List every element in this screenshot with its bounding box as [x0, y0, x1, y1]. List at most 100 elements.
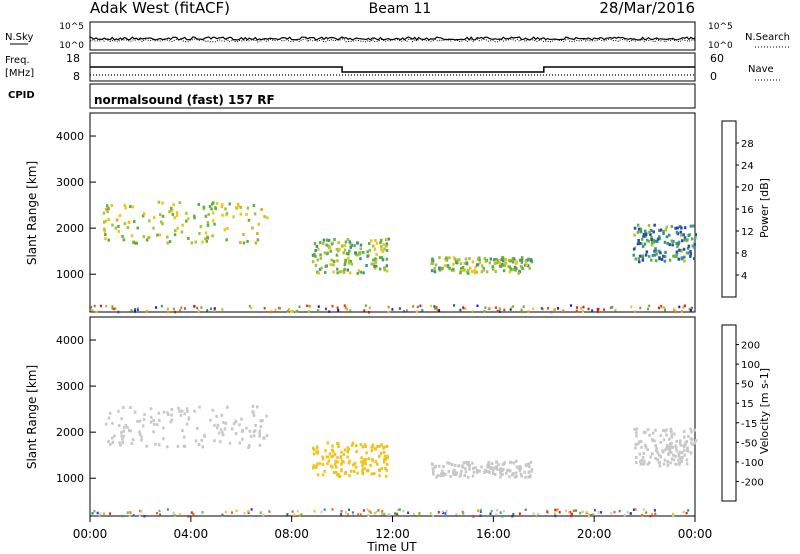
data-cell: [135, 241, 138, 245]
data-cell: [370, 239, 373, 243]
data-cell: [370, 472, 373, 476]
data-cell: [170, 418, 174, 422]
colorbar-tick-label: -15: [741, 419, 757, 430]
data-cell: [346, 450, 349, 454]
data-cell: [677, 240, 681, 244]
ground-scatter-cell: [569, 511, 572, 514]
data-cell: [376, 445, 379, 448]
data-cell: [131, 205, 135, 209]
data-cell: [256, 405, 259, 409]
data-cell: [325, 243, 328, 247]
data-cell: [126, 425, 129, 429]
ground-scatter-cell: [639, 306, 642, 310]
data-cell: [665, 225, 668, 229]
data-cell: [450, 462, 454, 466]
ground-scatter-cell: [132, 514, 135, 517]
data-cell: [467, 268, 470, 272]
data-cell: [327, 459, 331, 463]
data-cell: [683, 453, 686, 457]
ground-scatter-cell: [657, 306, 660, 310]
data-cell: [252, 411, 255, 415]
data-cell: [378, 454, 381, 458]
data-cell: [517, 466, 520, 470]
data-cell: [515, 260, 519, 264]
data-cell: [187, 417, 191, 421]
data-cell: [448, 266, 451, 270]
ground-scatter-cell: [129, 511, 132, 514]
data-cell: [176, 444, 180, 448]
data-cell: [355, 253, 358, 257]
ground-scatter-cell: [336, 306, 339, 309]
data-cell: [473, 271, 477, 275]
data-cell: [384, 467, 387, 470]
data-cell: [639, 440, 643, 443]
ground-scatter-cell: [689, 308, 692, 312]
data-cell: [679, 230, 683, 234]
data-cell: [662, 429, 665, 432]
data-cell: [461, 269, 465, 273]
data-cell: [316, 473, 320, 477]
data-cell: [646, 238, 649, 242]
data-cell: [315, 244, 319, 248]
data-cell: [340, 469, 343, 473]
data-cell: [201, 240, 204, 244]
data-cell: [204, 237, 207, 241]
ground-scatter-cell: [651, 513, 654, 516]
data-cell: [373, 264, 376, 268]
ground-scatter-cell: [461, 510, 464, 514]
ground-scatter-cell: [248, 304, 251, 308]
data-cell: [672, 458, 676, 462]
data-cell: [433, 270, 437, 274]
ground-scatter-cell: [134, 308, 136, 311]
colorbar-tick-label: -50: [741, 438, 757, 449]
data-cell: [666, 443, 669, 447]
data-cell: [203, 434, 206, 438]
ground-scatter-cell: [441, 510, 444, 514]
ground-scatter-cell: [224, 510, 227, 514]
ground-scatter-cell: [472, 515, 475, 518]
data-cell: [230, 427, 234, 431]
ground-scatter-cell: [345, 308, 348, 311]
data-cell: [161, 222, 164, 226]
data-cell: [680, 226, 683, 230]
data-cell: [259, 425, 263, 429]
ground-scatter-cell: [298, 305, 301, 308]
colorbar-tick-label: 100: [741, 360, 760, 371]
data-cell: [211, 219, 215, 223]
data-cell: [637, 257, 640, 261]
data-cell: [464, 467, 467, 471]
data-cell: [689, 437, 693, 441]
data-cell: [347, 252, 350, 256]
data-cell: [512, 472, 515, 475]
data-cell: [213, 222, 216, 226]
data-cell: [238, 423, 241, 427]
ground-scatter-cell: [683, 304, 686, 308]
data-cell: [216, 423, 220, 427]
ground-scatter-cell: [674, 310, 677, 313]
data-cell: [166, 411, 169, 415]
ground-scatter-cell: [290, 310, 293, 313]
ground-scatter-cell: [91, 512, 94, 515]
data-cell: [361, 467, 365, 471]
data-cell: [347, 461, 351, 465]
ground-scatter-cell: [250, 508, 253, 511]
data-cell: [635, 427, 639, 431]
ground-scatter-cell: [286, 513, 289, 516]
data-cell: [336, 259, 339, 263]
y-tick-label: 1000: [56, 472, 84, 485]
data-cell: [113, 434, 116, 438]
ground-scatter-cell: [362, 509, 365, 512]
data-cell: [469, 266, 472, 270]
ground-scatter-cell: [159, 513, 161, 516]
ground-scatter-cell: [368, 311, 370, 314]
ground-scatter-cell: [672, 308, 675, 311]
data-cell: [668, 445, 671, 449]
data-cell: [347, 256, 350, 260]
data-cell: [327, 238, 331, 242]
data-cell: [525, 463, 528, 467]
data-cell: [372, 244, 375, 248]
data-cell: [323, 251, 327, 255]
ground-scatter-cell: [632, 508, 635, 511]
data-cell: [478, 261, 482, 265]
x-tick-label: 16:00: [476, 527, 511, 541]
